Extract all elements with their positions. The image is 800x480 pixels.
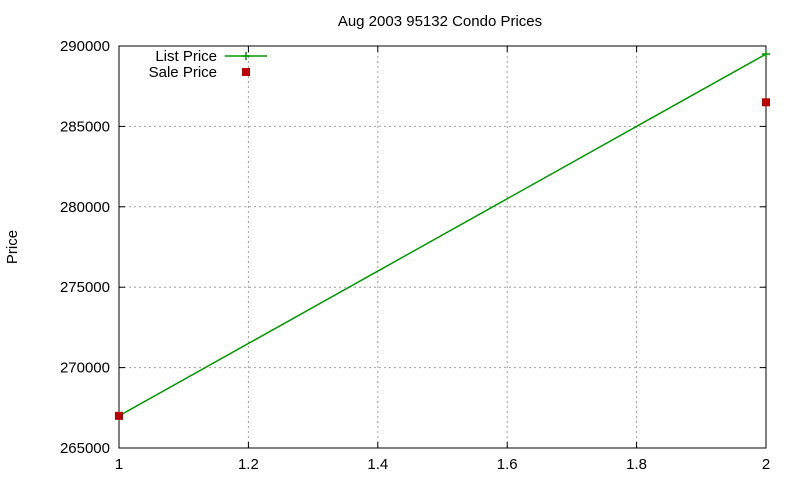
y-axis-label: Price (4, 230, 21, 264)
x-tick-label: 1.4 (367, 456, 388, 473)
chart-title: Aug 2003 95132 Condo Prices (338, 13, 542, 30)
y-tick-label: 275000 (60, 279, 110, 296)
y-tick-label: 280000 (60, 199, 110, 216)
grid-lines (119, 46, 766, 448)
x-tick-label: 1.8 (626, 456, 647, 473)
series-sale-price (115, 98, 770, 420)
x-tick-label: 1.6 (497, 456, 518, 473)
y-tick-label: 290000 (60, 38, 110, 55)
legend-marker (242, 52, 250, 60)
legend-entry-list-price: List Price (155, 48, 267, 65)
sale-price-point (115, 411, 123, 420)
y-tick-label: 270000 (60, 360, 110, 377)
axis-tick-labels: 1 1.2 1.4 1.6 1.8 2 265000 270000 275000 280000 28… (60, 38, 770, 473)
sale-price-point (762, 98, 770, 107)
x-tick-label: 1 (115, 456, 123, 473)
legend-marker (242, 68, 250, 76)
x-tick-label: 2 (762, 456, 770, 473)
legend-entry-sale-price: Sale Price (149, 64, 250, 81)
series-layer (115, 50, 770, 420)
legend-label: List Price (155, 48, 217, 65)
axis-ticks (118, 45, 767, 449)
y-tick-label: 285000 (60, 118, 110, 135)
y-tick-label: 265000 (60, 440, 110, 457)
list-price-line (118, 53, 767, 417)
series-list-price (115, 50, 770, 420)
x-tick-label: 1.2 (238, 456, 259, 473)
list-price-point (762, 50, 770, 59)
plot-frame (118, 45, 767, 449)
legend-label: Sale Price (149, 64, 217, 81)
